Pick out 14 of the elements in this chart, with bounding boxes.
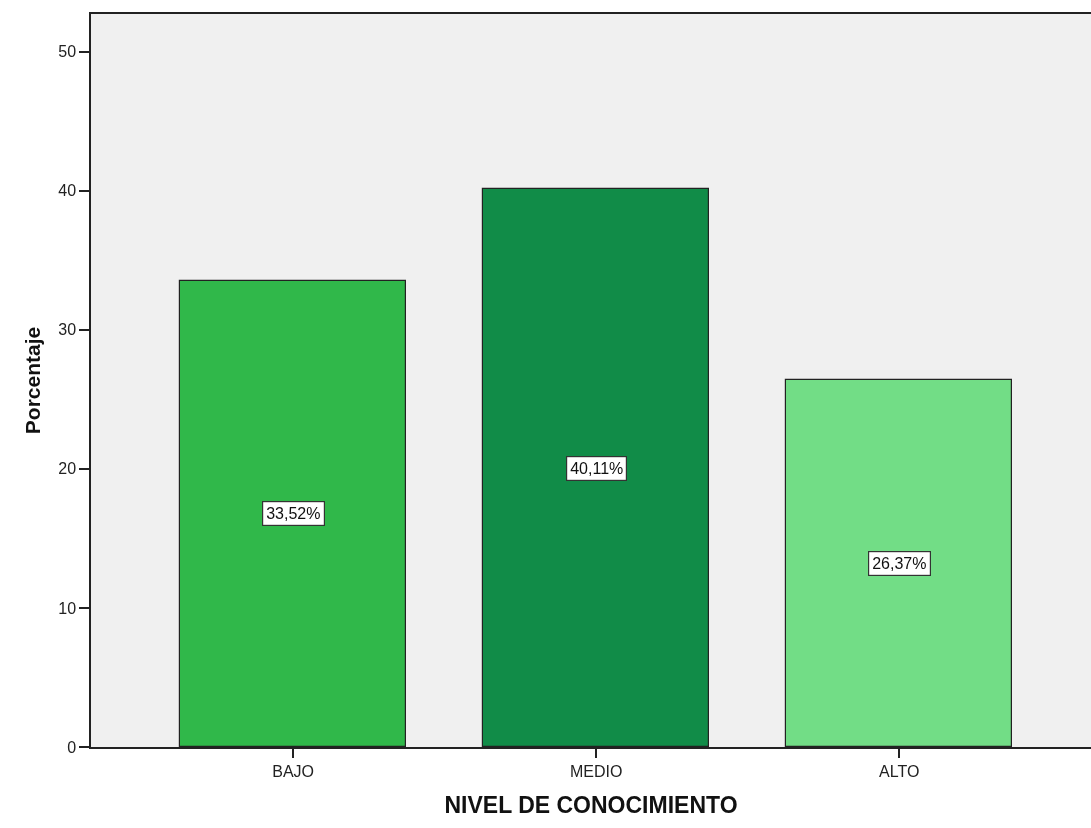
data-label: 40,11% bbox=[570, 460, 624, 478]
x-tick-label: MEDIO bbox=[569, 762, 623, 780]
y-tick-label: 40 bbox=[58, 182, 77, 200]
y-tick-label: 0 bbox=[67, 738, 77, 756]
y-tick-label: 30 bbox=[58, 321, 77, 339]
data-label: 26,37% bbox=[872, 555, 927, 573]
y-tick-label: 50 bbox=[58, 43, 77, 61]
y-tick-label: 10 bbox=[58, 599, 77, 617]
y-tick-label: 20 bbox=[58, 460, 77, 478]
y-axis-title: Porcentaje bbox=[20, 326, 44, 435]
data-label: 33,52% bbox=[266, 505, 321, 523]
x-tick-label: ALTO bbox=[879, 762, 920, 780]
x-axis-title: NIVEL DE CONOCIMIENTO bbox=[444, 792, 738, 819]
x-tick-label: BAJO bbox=[272, 762, 315, 780]
